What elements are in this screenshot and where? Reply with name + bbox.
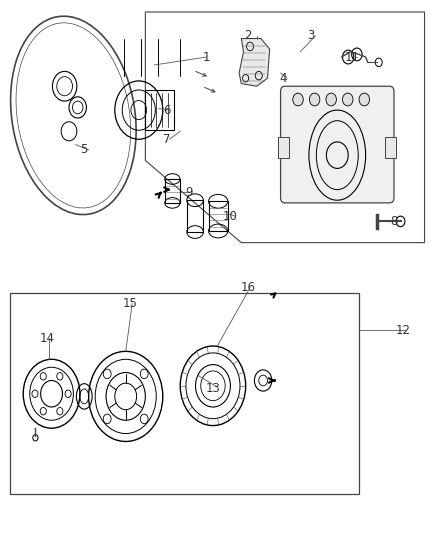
Circle shape xyxy=(325,93,336,106)
Text: 4: 4 xyxy=(279,72,286,85)
FancyBboxPatch shape xyxy=(280,86,393,203)
Circle shape xyxy=(309,93,319,106)
Circle shape xyxy=(358,93,369,106)
Text: 8: 8 xyxy=(389,215,397,228)
Text: 11: 11 xyxy=(344,51,359,63)
Text: 1: 1 xyxy=(202,51,210,63)
Polygon shape xyxy=(239,38,269,86)
Text: 10: 10 xyxy=(223,209,237,223)
Ellipse shape xyxy=(16,23,131,208)
FancyBboxPatch shape xyxy=(385,136,395,158)
Circle shape xyxy=(292,93,303,106)
Circle shape xyxy=(342,93,352,106)
Text: 2: 2 xyxy=(244,29,251,42)
FancyBboxPatch shape xyxy=(278,136,289,158)
Text: 16: 16 xyxy=(240,281,255,294)
Text: 7: 7 xyxy=(163,133,170,146)
Text: 3: 3 xyxy=(307,29,314,42)
Text: 9: 9 xyxy=(185,186,192,199)
Text: 6: 6 xyxy=(163,103,170,117)
Text: 12: 12 xyxy=(394,324,409,337)
Text: 14: 14 xyxy=(39,332,55,344)
Text: 5: 5 xyxy=(81,143,88,156)
Text: 13: 13 xyxy=(205,382,220,395)
Text: 15: 15 xyxy=(122,297,137,310)
